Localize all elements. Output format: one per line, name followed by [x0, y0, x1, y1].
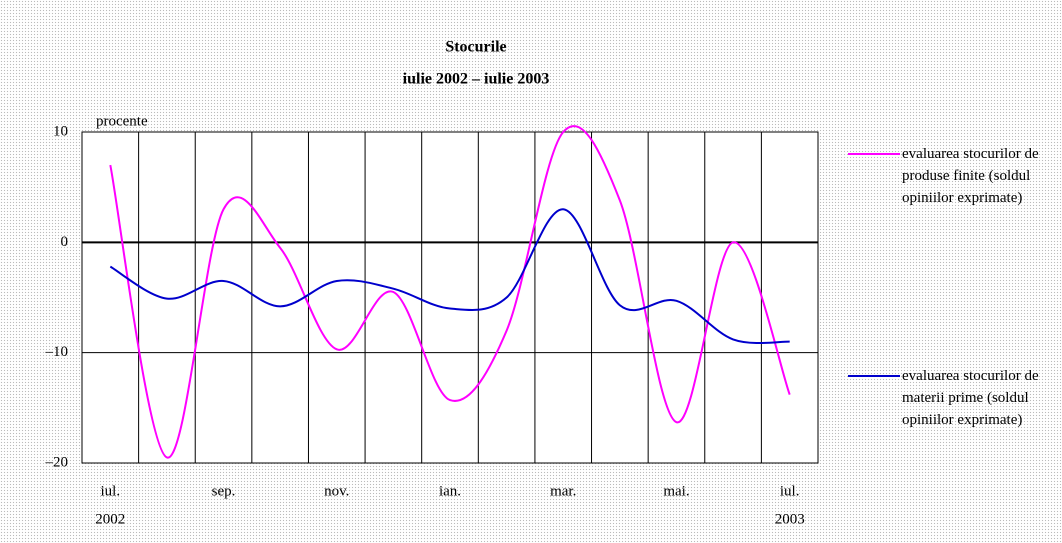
x-tick-sublabel: 2002 — [95, 511, 125, 527]
plot-area — [82, 132, 818, 463]
y-tick-label: 0 — [61, 234, 69, 250]
y-axis-label: procente — [96, 113, 148, 129]
y-tick-label: –10 — [45, 344, 69, 360]
x-tick-sublabel: 2003 — [775, 511, 805, 527]
x-tick-label: iul. — [101, 483, 121, 499]
y-tick-label: 10 — [53, 123, 68, 139]
legend-label: evaluarea stocurilor de produse finite (… — [902, 146, 1039, 206]
line-series — [109, 208, 790, 345]
x-tick-label: mar. — [550, 483, 576, 499]
line-series — [109, 125, 791, 459]
legend-label: evaluarea stocurilor de materii prime (s… — [902, 368, 1039, 428]
x-tick-label: iul. — [780, 483, 800, 499]
y-tick-label: –20 — [45, 454, 69, 470]
x-tick-label: ian. — [439, 483, 461, 499]
plot-border — [81, 131, 819, 464]
chart-subtitle: iulie 2002 – iulie 2003 — [403, 71, 550, 88]
chart-title: Stocurile — [445, 39, 506, 56]
x-tick-label: nov. — [324, 483, 349, 499]
x-tick-label: sep. — [212, 483, 236, 499]
x-tick-label: mai. — [663, 483, 689, 499]
